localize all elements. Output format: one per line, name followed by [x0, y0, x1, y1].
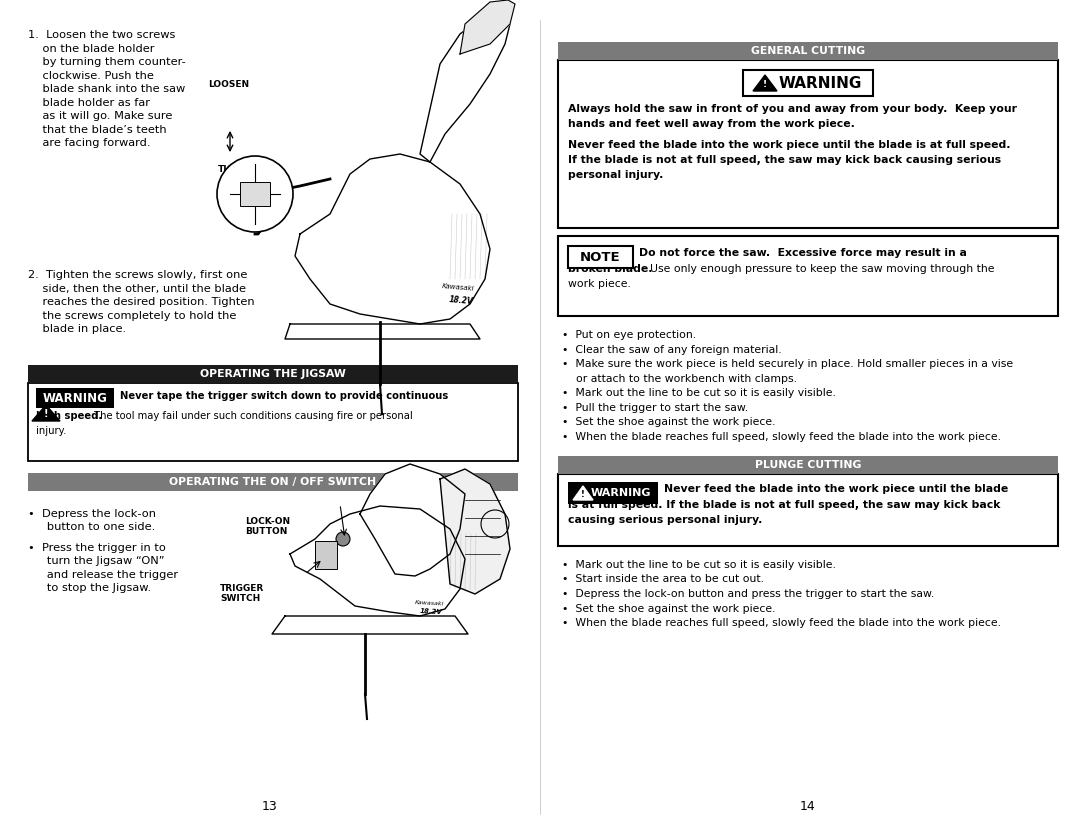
Text: are facing forward.: are facing forward.	[28, 138, 150, 148]
Text: Use only enough pressure to keep the saw moving through the: Use only enough pressure to keep the saw…	[643, 264, 995, 274]
Text: by turning them counter-: by turning them counter-	[28, 57, 186, 67]
Text: LOCK-ON: LOCK-ON	[245, 517, 291, 526]
Bar	[28, 473, 518, 491]
Text: •  Set the shoe against the work piece.: • Set the shoe against the work piece.	[562, 604, 775, 614]
Text: LOOSEN: LOOSEN	[208, 80, 249, 89]
Text: NOTE: NOTE	[580, 250, 621, 264]
Bar	[315, 541, 337, 569]
Polygon shape	[440, 469, 510, 594]
Bar	[558, 60, 1058, 228]
Text: •  When the blade reaches full speed, slowly feed the blade into the work piece.: • When the blade reaches full speed, slo…	[562, 618, 1001, 628]
Text: •  Press the trigger in to: • Press the trigger in to	[28, 543, 166, 553]
Text: 18.2V: 18.2V	[420, 608, 443, 615]
Circle shape	[336, 532, 350, 546]
Text: WARNING: WARNING	[779, 76, 862, 91]
Bar	[28, 383, 518, 461]
Bar	[568, 482, 658, 504]
Text: Do not force the saw.  Excessive force may result in a: Do not force the saw. Excessive force ma…	[639, 248, 967, 258]
Text: TRIGGER: TRIGGER	[220, 584, 265, 593]
Text: broken blade.: broken blade.	[568, 264, 652, 274]
Text: OPERATING THE JIGSAW: OPERATING THE JIGSAW	[200, 369, 346, 379]
Bar	[28, 365, 518, 383]
Text: •  Make sure the work piece is held securely in place. Hold smaller pieces in a : • Make sure the work piece is held secur…	[562, 359, 1013, 369]
Text: blade holder as far: blade holder as far	[28, 98, 150, 108]
Text: PLUNGE CUTTING: PLUNGE CUTTING	[755, 460, 861, 470]
Text: •  Set the shoe against the work piece.: • Set the shoe against the work piece.	[562, 417, 775, 427]
Text: TIGHTEN: TIGHTEN	[218, 165, 262, 174]
Text: •  Clear the saw of any foreign material.: • Clear the saw of any foreign material.	[562, 344, 782, 354]
Polygon shape	[32, 405, 60, 421]
Text: 1.  Loosen the two screws: 1. Loosen the two screws	[28, 30, 175, 40]
Text: work piece.: work piece.	[568, 279, 631, 289]
Text: •  Depress the lock-on button and press the trigger to start the saw.: • Depress the lock-on button and press t…	[562, 589, 934, 599]
Text: button to one side.: button to one side.	[36, 522, 156, 532]
Text: high speed.: high speed.	[36, 411, 103, 421]
Text: blade in place.: blade in place.	[28, 324, 126, 334]
Text: and release the trigger: and release the trigger	[36, 570, 178, 580]
Polygon shape	[272, 616, 468, 634]
Text: blade shank into the saw: blade shank into the saw	[28, 84, 186, 94]
Text: the screws completely to hold the: the screws completely to hold the	[28, 310, 237, 320]
Bar	[240, 182, 270, 206]
Text: Never tape the trigger switch down to provide continuous: Never tape the trigger switch down to pr…	[120, 391, 448, 401]
Text: Never feed the blade into the work piece until the blade is at full speed.: Never feed the blade into the work piece…	[568, 140, 1011, 150]
Polygon shape	[573, 486, 593, 500]
Text: on the blade holder: on the blade holder	[28, 43, 154, 53]
Text: SWITCH: SWITCH	[220, 594, 260, 603]
Text: •  Put on eye protection.: • Put on eye protection.	[562, 330, 697, 340]
Text: !: !	[762, 79, 767, 88]
Text: reaches the desired position. Tighten: reaches the desired position. Tighten	[28, 297, 255, 307]
Text: 14: 14	[800, 800, 815, 813]
Polygon shape	[420, 14, 510, 162]
Text: BUTTON: BUTTON	[245, 527, 287, 536]
Text: or attach to the workbench with clamps.: or attach to the workbench with clamps.	[562, 374, 797, 384]
Text: GENERAL CUTTING: GENERAL CUTTING	[751, 46, 865, 56]
Polygon shape	[285, 324, 480, 339]
Text: !: !	[44, 409, 49, 419]
Text: 2.  Tighten the screws slowly, first one: 2. Tighten the screws slowly, first one	[28, 270, 247, 280]
Text: turn the Jigsaw “ON”: turn the Jigsaw “ON”	[36, 556, 164, 566]
Text: that the blade’s teeth: that the blade’s teeth	[28, 124, 166, 134]
Bar	[568, 246, 633, 268]
Text: The tool may fail under such conditions causing fire or personal: The tool may fail under such conditions …	[91, 411, 413, 421]
Bar	[558, 474, 1058, 546]
Text: WARNING: WARNING	[42, 391, 107, 404]
Circle shape	[217, 156, 293, 232]
Text: 13: 13	[262, 800, 278, 813]
Polygon shape	[295, 154, 490, 324]
Text: WARNING: WARNING	[591, 488, 651, 498]
Text: •  When the blade reaches full speed, slowly feed the blade into the work piece.: • When the blade reaches full speed, slo…	[562, 431, 1001, 441]
Text: personal injury.: personal injury.	[568, 170, 663, 180]
Text: clockwise. Push the: clockwise. Push the	[28, 71, 153, 81]
Text: •  Mark out the line to be cut so it is easily visible.: • Mark out the line to be cut so it is e…	[562, 388, 836, 398]
Bar	[558, 236, 1058, 316]
Text: •  Mark out the line to be cut so it is easily visible.: • Mark out the line to be cut so it is e…	[562, 560, 836, 570]
Bar	[36, 388, 114, 408]
Bar	[558, 42, 1058, 60]
Text: •  Depress the lock-on: • Depress the lock-on	[28, 509, 156, 519]
Polygon shape	[291, 506, 465, 616]
Text: •  Pull the trigger to start the saw.: • Pull the trigger to start the saw.	[562, 403, 748, 413]
Text: side, then the other, until the blade: side, then the other, until the blade	[28, 284, 246, 294]
Text: If the blade is not at full speed, the saw may kick back causing serious: If the blade is not at full speed, the s…	[568, 155, 1001, 165]
Text: OPERATING THE ON / OFF SWITCH: OPERATING THE ON / OFF SWITCH	[170, 477, 377, 487]
Polygon shape	[753, 75, 777, 91]
Polygon shape	[460, 0, 515, 54]
Text: 18.2V: 18.2V	[448, 295, 473, 306]
Text: causing serious personal injury.: causing serious personal injury.	[568, 515, 762, 525]
Bar	[558, 456, 1058, 474]
Text: •  Start inside the area to be cut out.: • Start inside the area to be cut out.	[562, 575, 764, 585]
Text: to stop the Jigsaw.: to stop the Jigsaw.	[36, 583, 151, 593]
Text: Never feed the blade into the work piece until the blade: Never feed the blade into the work piece…	[664, 484, 1009, 494]
Text: Always hold the saw in front of you and away from your body.  Keep your: Always hold the saw in front of you and …	[568, 104, 1017, 114]
Text: injury.: injury.	[36, 426, 66, 436]
Text: !: !	[581, 490, 585, 499]
Polygon shape	[360, 464, 465, 576]
Text: Kawasaki: Kawasaki	[415, 600, 445, 607]
Text: Kawasaki: Kawasaki	[442, 284, 475, 292]
Text: is at full speed. If the blade is not at full speed, the saw may kick back: is at full speed. If the blade is not at…	[568, 500, 1000, 510]
Bar	[743, 70, 873, 96]
Text: as it will go. Make sure: as it will go. Make sure	[28, 111, 173, 121]
Text: hands and feet well away from the work piece.: hands and feet well away from the work p…	[568, 119, 855, 129]
